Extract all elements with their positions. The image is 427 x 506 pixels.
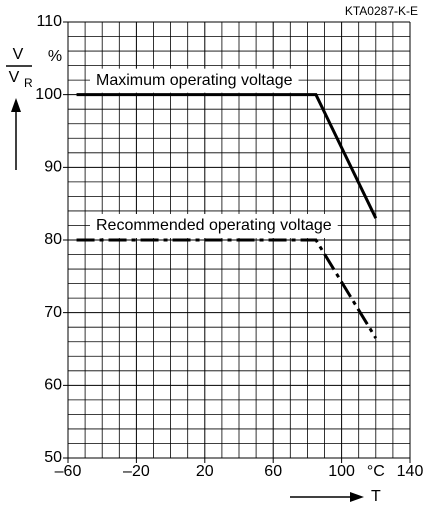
y-label-denominator: V bbox=[9, 69, 20, 86]
y-tick-label: 70 bbox=[44, 304, 62, 321]
label-bg bbox=[90, 68, 299, 93]
x-unit: °C bbox=[367, 463, 385, 480]
y-tick-label: 90 bbox=[44, 159, 62, 176]
y-arrow-head bbox=[11, 98, 21, 112]
y-tick-label: 60 bbox=[44, 377, 62, 394]
y-tick-label: 50 bbox=[44, 449, 62, 466]
x-label: T bbox=[371, 488, 381, 505]
x-arrow-head bbox=[350, 492, 364, 502]
y-label-subscript: R bbox=[24, 76, 33, 90]
y-tick-label: 110 bbox=[36, 13, 62, 30]
label-bg bbox=[90, 214, 338, 238]
series-line bbox=[76, 238, 378, 339]
x-tick-label: 60 bbox=[264, 463, 282, 480]
figure-code: KTA0287-K-E bbox=[345, 4, 418, 18]
series-line bbox=[76, 93, 378, 219]
x-tick-label: 140 bbox=[397, 463, 424, 480]
series-label: Recommended operating voltage bbox=[96, 217, 332, 234]
y-unit: % bbox=[48, 48, 62, 65]
y-tick-label: 80 bbox=[44, 231, 62, 248]
x-tick-label: –20 bbox=[123, 463, 150, 480]
x-tick-label: 20 bbox=[196, 463, 214, 480]
series-label: Maximum operating voltage bbox=[96, 72, 293, 89]
x-tick-label: –60 bbox=[55, 463, 82, 480]
y-tick-label: 100 bbox=[35, 86, 62, 103]
x-tick-label: 100 bbox=[328, 463, 355, 480]
unit-bg bbox=[361, 463, 390, 481]
y-label-numerator: V bbox=[13, 46, 24, 63]
